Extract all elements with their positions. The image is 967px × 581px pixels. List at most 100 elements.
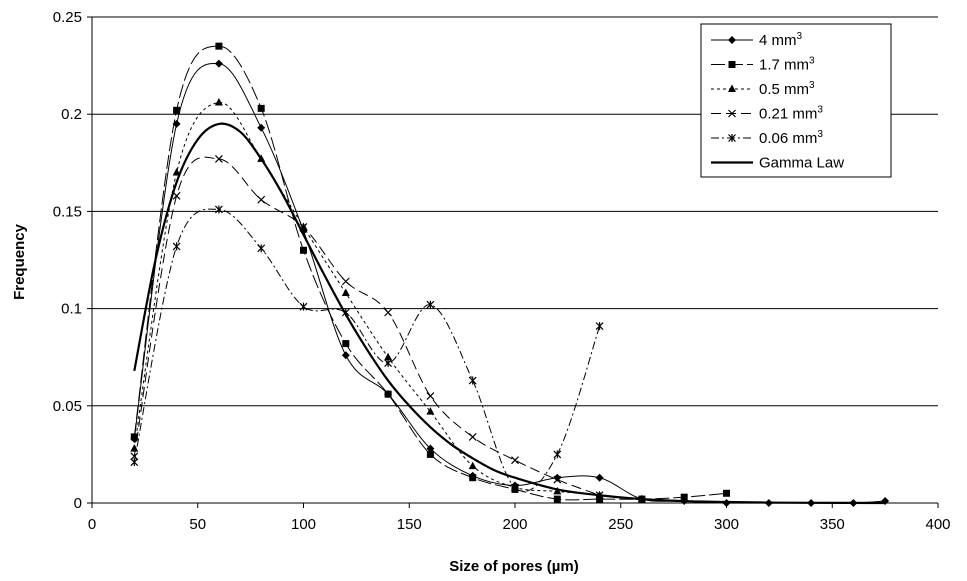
data-point	[384, 359, 393, 368]
data-point	[172, 242, 181, 251]
y-tick-label: 0.25	[53, 9, 82, 26]
data-point	[553, 473, 562, 482]
data-point	[728, 84, 736, 92]
data-point	[341, 351, 350, 360]
y-axis-title: Frequency	[11, 223, 28, 300]
data-point	[511, 456, 519, 465]
data-point	[214, 59, 223, 68]
legend-label: 0.21 mm3	[759, 105, 823, 123]
data-point	[257, 244, 266, 253]
data-point	[553, 486, 562, 495]
legend-label-superscript: 3	[809, 80, 815, 91]
series-line	[133, 156, 600, 496]
data-point	[728, 134, 736, 142]
data-point	[426, 450, 434, 458]
data-point	[130, 458, 139, 467]
data-point	[469, 474, 477, 482]
legend-label: 0.5 mm3	[759, 80, 815, 98]
legend: 4 mm3 1.7 mm3 0.5 mm3 0.21 mm3 0.06 mm3 Gamma…	[700, 23, 892, 178]
x-axis-title: Size of pores (µm)	[449, 558, 579, 575]
legend-item: 0.21 mm3	[711, 105, 823, 123]
x-tick-label: 400	[925, 516, 950, 533]
legend-label-superscript: 3	[797, 31, 803, 42]
x-tick-label: 100	[291, 516, 316, 533]
legend-item: 0.06 mm3	[711, 129, 823, 147]
legend-item: 1.7 mm3	[711, 56, 815, 74]
data-point	[214, 154, 223, 163]
data-point	[426, 300, 435, 309]
data-point	[300, 246, 307, 254]
data-point	[728, 61, 736, 68]
data-point	[596, 495, 604, 503]
y-tick-label: 0.1	[61, 301, 82, 318]
data-point	[173, 106, 181, 114]
data-point	[595, 322, 604, 331]
data-point	[299, 302, 308, 311]
series-2	[130, 42, 730, 503]
y-tick-label: 0.15	[53, 203, 82, 220]
series-layer	[130, 42, 890, 507]
legend-label: 1.7 mm3	[759, 56, 815, 74]
data-point	[215, 42, 223, 50]
data-point	[342, 340, 350, 348]
data-point	[172, 168, 181, 176]
data-point	[553, 450, 562, 459]
data-point	[214, 98, 223, 106]
data-point	[214, 205, 223, 214]
data-point	[384, 390, 392, 398]
data-point	[553, 475, 562, 484]
legend-label: 4 mm3	[759, 31, 803, 49]
x-tick-label: 150	[397, 516, 422, 533]
data-point	[257, 123, 266, 132]
data-point	[468, 432, 477, 441]
data-point	[426, 392, 435, 401]
y-tick-label: 0	[74, 495, 82, 512]
legend-box	[700, 23, 892, 178]
data-point	[468, 376, 477, 385]
data-point	[468, 461, 477, 470]
legend-item: Gamma Law	[711, 155, 844, 172]
series-6	[133, 122, 886, 505]
legend-item: 0.5 mm3	[711, 80, 815, 98]
x-tick-label: 250	[608, 516, 633, 533]
data-point	[172, 191, 181, 200]
data-point	[341, 288, 350, 297]
legend-label-superscript: 3	[817, 129, 823, 140]
x-tick-label: 200	[502, 516, 527, 533]
legend-label-superscript: 3	[809, 56, 815, 67]
series-line	[133, 122, 886, 505]
data-point	[728, 36, 736, 44]
x-tick-label: 300	[714, 516, 739, 533]
y-tick-label: 0.2	[61, 106, 82, 123]
data-point	[257, 195, 266, 204]
legend-label: 0.06 mm3	[759, 129, 823, 147]
legend-label-superscript: 3	[817, 105, 823, 116]
data-point	[130, 452, 139, 461]
x-tick-label: 50	[189, 516, 206, 533]
x-tick-label: 350	[820, 516, 845, 533]
data-point	[723, 489, 730, 497]
data-point	[341, 277, 350, 286]
series-3	[130, 98, 646, 503]
data-point	[511, 483, 519, 492]
data-point	[384, 352, 393, 361]
legend-label: Gamma Law	[759, 155, 844, 172]
series-line	[133, 208, 601, 492]
data-point	[728, 109, 736, 118]
data-point	[426, 407, 435, 415]
data-point	[130, 433, 138, 441]
data-point	[553, 495, 561, 503]
series-line	[133, 102, 642, 500]
y-tick-label: 0.05	[53, 398, 82, 415]
x-tick-label: 0	[88, 516, 96, 533]
legend-item: 4 mm3	[711, 31, 803, 49]
data-point	[680, 493, 688, 501]
data-point	[426, 444, 435, 453]
data-point	[257, 104, 265, 112]
data-point	[595, 473, 604, 482]
data-point	[384, 308, 393, 317]
series-5	[130, 205, 604, 492]
series-4	[130, 154, 604, 500]
axes: 0 0.05 0.1 0.15 0.2 0.25 0 50 100 150 200 250 300 350…	[53, 9, 951, 533]
